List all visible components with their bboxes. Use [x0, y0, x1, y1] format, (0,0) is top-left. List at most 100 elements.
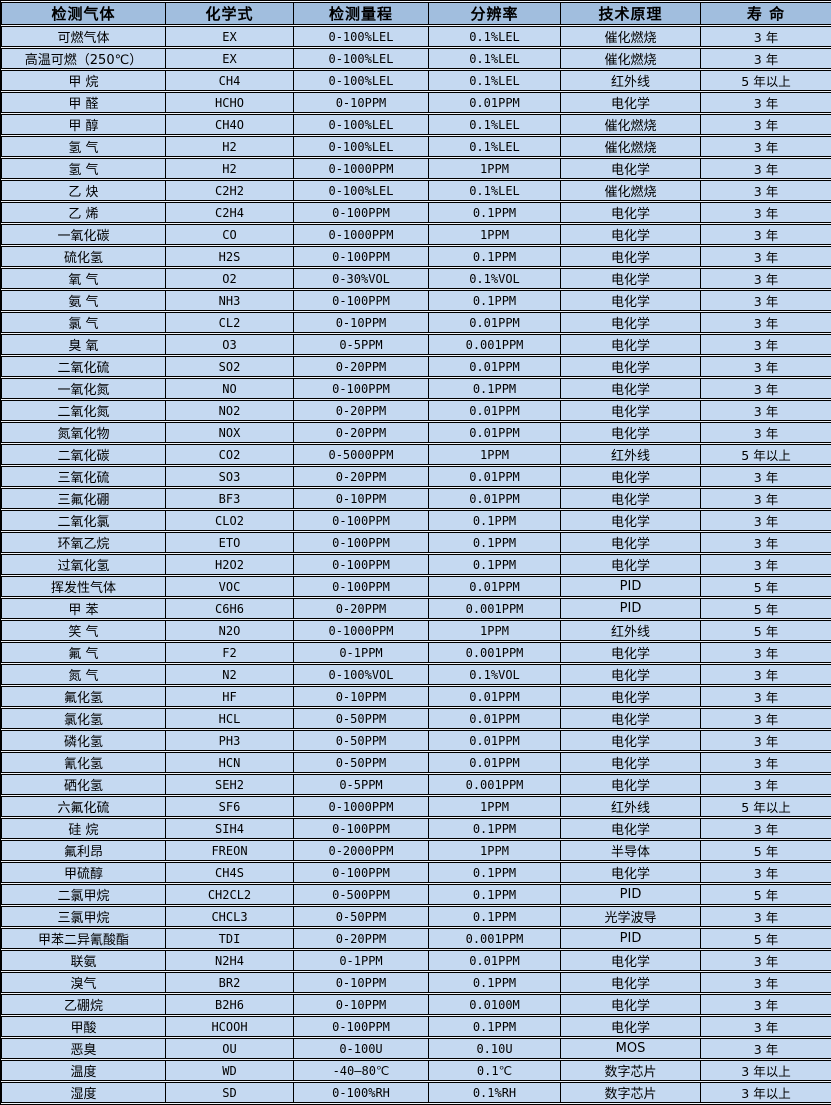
range-cell: 0-100PPM	[294, 862, 429, 883]
principle-cell: 电化学	[561, 642, 701, 663]
table-row: 恶臭 OU 0-100U 0.10U MOS 3 年	[1, 1038, 831, 1059]
resolution-cell: 1PPM	[429, 224, 561, 245]
range-cell: 0-2000PPM	[294, 840, 429, 861]
lifespan-cell: 3 年	[701, 48, 831, 69]
range-cell: 0-1000PPM	[294, 620, 429, 641]
table-row: 二氧化氮 NO2 0-20PPM 0.01PPM 电化学 3 年	[1, 400, 831, 421]
header-row: 检测气体 化学式 检测量程 分辨率 技术原理 寿 命	[1, 2, 831, 25]
resolution-cell: 1PPM	[429, 620, 561, 641]
principle-cell: PID	[561, 576, 701, 597]
lifespan-cell: 3 年	[701, 1038, 831, 1059]
gas-name-cell: 一氧化碳	[1, 224, 166, 245]
table-row: 二氧化硫 SO2 0-20PPM 0.01PPM 电化学 3 年	[1, 356, 831, 377]
formula-cell: NO	[166, 378, 294, 399]
range-cell: 0-5PPM	[294, 334, 429, 355]
range-cell: 0-100PPM	[294, 554, 429, 575]
resolution-cell: 0.01PPM	[429, 752, 561, 773]
table-row: 三氯甲烷 CHCL3 0-50PPM 0.1PPM 光学波导 3 年	[1, 906, 831, 927]
principle-cell: 电化学	[561, 686, 701, 707]
table-row: 二氧化氯 CLO2 0-100PPM 0.1PPM 电化学 3 年	[1, 510, 831, 531]
lifespan-cell: 5 年	[701, 928, 831, 949]
resolution-cell: 0.1%VOL	[429, 268, 561, 289]
table-row: 可燃气体 EX 0-100%LEL 0.1%LEL 催化燃烧 3 年	[1, 26, 831, 47]
resolution-cell: 0.1PPM	[429, 884, 561, 905]
range-cell: 0-100PPM	[294, 532, 429, 553]
table-row: 甲 醛 HCHO 0-10PPM 0.01PPM 电化学 3 年	[1, 92, 831, 113]
gas-name-cell: 臭 氧	[1, 334, 166, 355]
table-row: 温度 WD -40—80℃ 0.1℃ 数字芯片 3 年以上	[1, 1060, 831, 1081]
range-cell: 0-10PPM	[294, 312, 429, 333]
formula-cell: PH3	[166, 730, 294, 751]
resolution-cell: 0.0100M	[429, 994, 561, 1015]
table-row: 磷化氢 PH3 0-50PPM 0.01PPM 电化学 3 年	[1, 730, 831, 751]
table-row: 氮氧化物 NOX 0-20PPM 0.01PPM 电化学 3 年	[1, 422, 831, 443]
range-cell: 0-100%RH	[294, 1082, 429, 1103]
gas-name-cell: 一氧化氮	[1, 378, 166, 399]
table-row: 硒化氢 SEH2 0-5PPM 0.001PPM 电化学 3 年	[1, 774, 831, 795]
principle-cell: 红外线	[561, 796, 701, 817]
principle-cell: 电化学	[561, 994, 701, 1015]
range-cell: 0-20PPM	[294, 356, 429, 377]
formula-cell: TDI	[166, 928, 294, 949]
formula-cell: N2H4	[166, 950, 294, 971]
lifespan-cell: 3 年	[701, 686, 831, 707]
principle-cell: 电化学	[561, 356, 701, 377]
formula-cell: F2	[166, 642, 294, 663]
resolution-cell: 0.1PPM	[429, 818, 561, 839]
resolution-cell: 0.1PPM	[429, 378, 561, 399]
principle-cell: 光学波导	[561, 906, 701, 927]
formula-cell: CO	[166, 224, 294, 245]
principle-cell: 催化燃烧	[561, 136, 701, 157]
formula-cell: O2	[166, 268, 294, 289]
principle-cell: 催化燃烧	[561, 48, 701, 69]
gas-name-cell: 可燃气体	[1, 26, 166, 47]
principle-cell: 电化学	[561, 224, 701, 245]
formula-cell: SIH4	[166, 818, 294, 839]
formula-cell: NOX	[166, 422, 294, 443]
range-cell: -40—80℃	[294, 1060, 429, 1081]
principle-cell: PID	[561, 884, 701, 905]
lifespan-cell: 3 年	[701, 664, 831, 685]
range-cell: 0-100PPM	[294, 818, 429, 839]
lifespan-cell: 3 年	[701, 180, 831, 201]
gas-name-cell: 氢 气	[1, 158, 166, 179]
principle-cell: 红外线	[561, 444, 701, 465]
gas-name-cell: 氰化氢	[1, 752, 166, 773]
gas-name-cell: 湿度	[1, 1082, 166, 1103]
table-row: 溴气 BR2 0-10PPM 0.1PPM 电化学 3 年	[1, 972, 831, 993]
table-row: 乙硼烷 B2H6 0-10PPM 0.0100M 电化学 3 年	[1, 994, 831, 1015]
formula-cell: H2	[166, 136, 294, 157]
formula-cell: CH2CL2	[166, 884, 294, 905]
table-row: 氨 气 NH3 0-100PPM 0.1PPM 电化学 3 年	[1, 290, 831, 311]
gas-name-cell: 溴气	[1, 972, 166, 993]
resolution-cell: 0.1PPM	[429, 202, 561, 223]
table-row: 一氧化碳 CO 0-1000PPM 1PPM 电化学 3 年	[1, 224, 831, 245]
formula-cell: CL2	[166, 312, 294, 333]
gas-name-cell: 乙 炔	[1, 180, 166, 201]
lifespan-cell: 3 年	[701, 1016, 831, 1037]
principle-cell: 电化学	[561, 774, 701, 795]
resolution-cell: 0.01PPM	[429, 576, 561, 597]
resolution-cell: 0.1PPM	[429, 906, 561, 927]
table-row: 甲 苯 C6H6 0-20PPM 0.001PPM PID 5 年	[1, 598, 831, 619]
table-row: 乙 炔 C2H2 0-100%LEL 0.1%LEL 催化燃烧 3 年	[1, 180, 831, 201]
table-row: 乙 烯 C2H4 0-100PPM 0.1PPM 电化学 3 年	[1, 202, 831, 223]
formula-cell: HCN	[166, 752, 294, 773]
range-cell: 0-1PPM	[294, 642, 429, 663]
resolution-cell: 0.1PPM	[429, 554, 561, 575]
formula-cell: SEH2	[166, 774, 294, 795]
formula-cell: H2S	[166, 246, 294, 267]
resolution-cell: 0.01PPM	[429, 488, 561, 509]
gas-name-cell: 硫化氢	[1, 246, 166, 267]
range-cell: 0-1000PPM	[294, 796, 429, 817]
resolution-cell: 0.1%LEL	[429, 180, 561, 201]
gas-name-cell: 乙硼烷	[1, 994, 166, 1015]
principle-cell: 电化学	[561, 268, 701, 289]
table-row: 环氧乙烷 ETO 0-100PPM 0.1PPM 电化学 3 年	[1, 532, 831, 553]
table-row: 氟利昂 FREON 0-2000PPM 1PPM 半导体 5 年	[1, 840, 831, 861]
range-cell: 0-100%LEL	[294, 48, 429, 69]
table-row: 氢 气 H2 0-100%LEL 0.1%LEL 催化燃烧 3 年	[1, 136, 831, 157]
formula-cell: C2H2	[166, 180, 294, 201]
range-cell: 0-1000PPM	[294, 224, 429, 245]
lifespan-cell: 3 年	[701, 268, 831, 289]
